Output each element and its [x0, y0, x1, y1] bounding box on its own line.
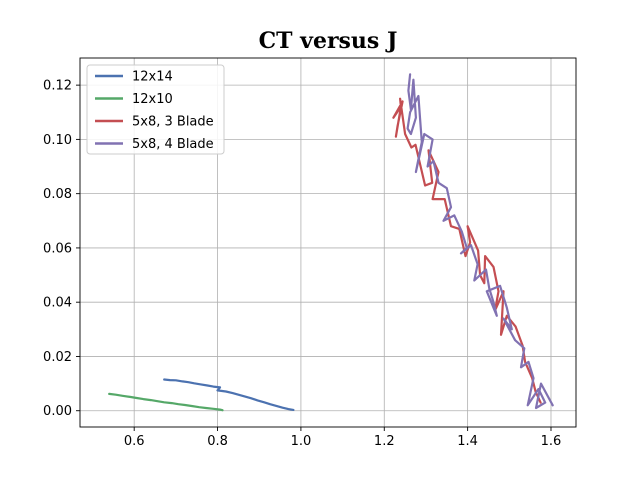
x-axis: 0.6 0.8 1.0 1.2 1.4 1.6: [124, 427, 561, 449]
y-tick-label: 0.00: [43, 404, 72, 419]
chart-title: CT versus J: [259, 28, 398, 54]
series-line-3: [392, 97, 542, 404]
series-line-1: [163, 378, 295, 411]
x-tick-label: 1.6: [541, 434, 562, 449]
series-line-4: [406, 73, 554, 410]
series-line-2: [108, 392, 224, 412]
legend: 12x14 12x10 5x8, 3 Blade 5x8, 4 Blade: [86, 64, 225, 155]
axes-frame: [79, 57, 577, 428]
plot-area: [108, 73, 554, 412]
x-tick-label: 0.8: [207, 434, 228, 449]
legend-box: [86, 64, 225, 155]
y-tick-label: 0.04: [43, 296, 72, 311]
x-tick-label: 1.4: [457, 434, 478, 449]
legend-label: 12x14: [132, 70, 173, 85]
legend-label: 5x8, 3 Blade: [132, 115, 214, 130]
y-tick-label: 0.02: [43, 350, 72, 365]
y-tick-label: 0.06: [43, 241, 72, 256]
x-tick-label: 1.2: [374, 434, 395, 449]
x-tick-label: 0.6: [124, 434, 145, 449]
y-tick-label: 0.12: [43, 79, 72, 94]
legend-label: 5x8, 4 Blade: [132, 137, 214, 152]
y-tick-label: 0.10: [43, 133, 72, 148]
y-axis: 0.00 0.02 0.04 0.06 0.08 0.10 0.12: [43, 79, 80, 419]
x-tick-label: 1.0: [291, 434, 312, 449]
legend-label: 12x10: [132, 92, 173, 107]
y-tick-label: 0.08: [43, 187, 72, 202]
